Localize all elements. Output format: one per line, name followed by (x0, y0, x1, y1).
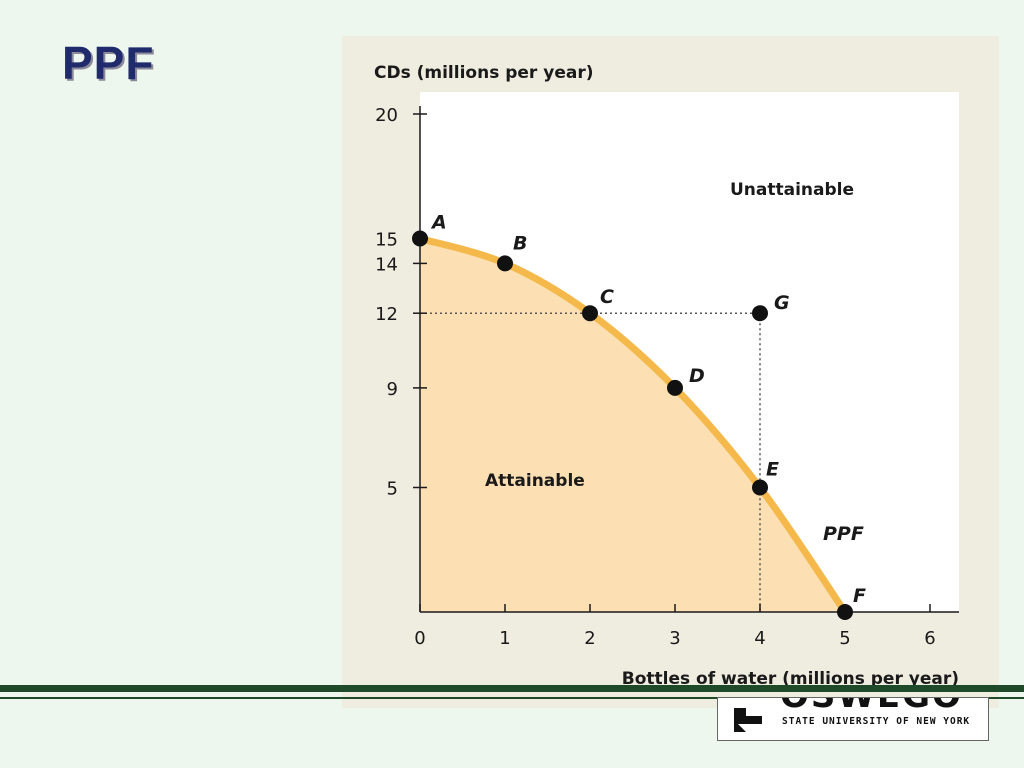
point-a (412, 230, 428, 247)
y-tick-label: 14 (375, 254, 398, 275)
x-tick-label: 2 (584, 628, 595, 649)
y-tick-label: 15 (375, 230, 398, 251)
x-axis-title: Bottles of water (millions per year) (622, 669, 959, 689)
x-tick-label: 0 (414, 628, 425, 649)
unattainable-label: Unattainable (730, 180, 854, 200)
point-label-c: C (600, 286, 614, 308)
ppf-series-label: PPF (823, 523, 864, 545)
point-label-d: D (689, 365, 705, 387)
point-label-e: E (766, 459, 779, 481)
attainable-label: Attainable (485, 471, 585, 491)
data-points: A B C D E F G (412, 212, 866, 620)
point-c (582, 305, 598, 322)
y-tick-label: 20 (375, 105, 398, 126)
oswego-mark-icon (734, 708, 762, 732)
x-tick-label: 3 (669, 628, 680, 649)
x-tick-label: 1 (499, 628, 510, 649)
x-tick-label: 5 (839, 628, 850, 649)
point-b (497, 255, 513, 272)
footer-rule-thin (0, 697, 1024, 699)
y-tick-label: 5 (387, 479, 398, 500)
attainable-area (420, 238, 845, 612)
point-e (752, 479, 768, 496)
footer-rule-thick (0, 685, 1024, 692)
point-label-f: F (853, 585, 866, 607)
y-tick-label: 12 (375, 304, 398, 325)
y-tick-label: 9 (387, 379, 398, 400)
slide-title: PPF (62, 37, 155, 89)
point-label-a: A (430, 212, 447, 234)
point-d (667, 379, 683, 396)
point-label-b: B (513, 232, 527, 254)
point-label-g: G (774, 292, 790, 314)
university-logo: OSWEGO STATE UNIVERSITY OF NEW YORK (717, 697, 989, 741)
x-tick-label: 4 (754, 628, 765, 649)
x-tick-label: 6 (924, 628, 935, 649)
y-axis-title: CDs (millions per year) (374, 63, 593, 83)
point-g (752, 305, 768, 322)
logo-wordmark: OSWEGO (780, 698, 963, 716)
logo-subtitle: STATE UNIVERSITY OF NEW YORK (782, 716, 971, 727)
point-f (837, 604, 853, 620)
